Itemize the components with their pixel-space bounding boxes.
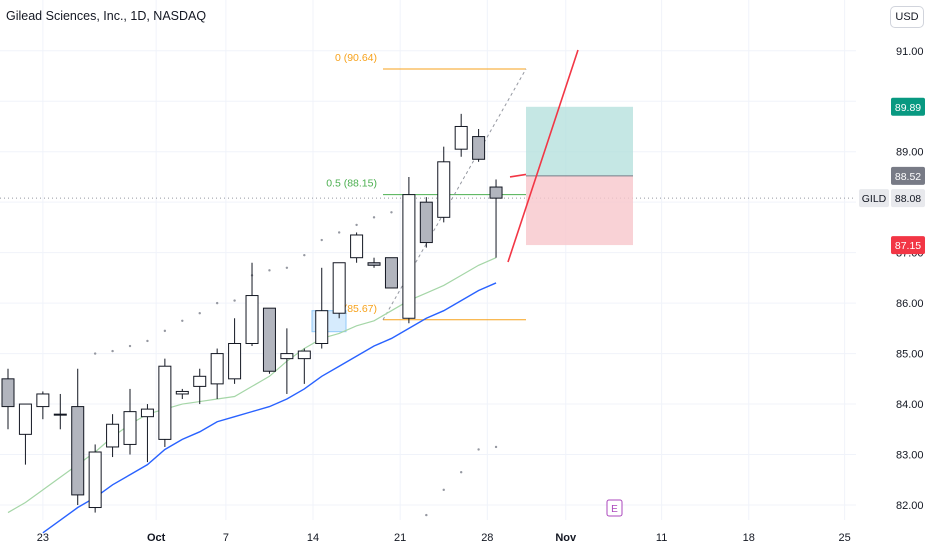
stop-zone bbox=[526, 175, 633, 246]
symbol-tag-label: GILD bbox=[862, 193, 887, 205]
psar-dot bbox=[303, 253, 306, 257]
target-zone bbox=[526, 106, 633, 176]
price-tag-last-label: 88.08 bbox=[895, 193, 921, 205]
candles bbox=[1, 113, 503, 513]
candle-body bbox=[384, 257, 398, 289]
candle-body bbox=[158, 365, 172, 440]
candle-body bbox=[489, 186, 503, 199]
earnings-marker-label: E bbox=[611, 504, 618, 515]
price-tag-target bbox=[891, 97, 925, 116]
price-axis[interactable]: 82.0083.0084.0085.0086.0087.0088.0089.00… bbox=[859, 46, 925, 512]
psar-dot bbox=[372, 216, 376, 219]
psar-dot bbox=[268, 269, 271, 272]
chart-title: Gilead Sciences, Inc., 1D, NASDAQ bbox=[6, 9, 207, 23]
time-tick: Oct bbox=[147, 532, 166, 544]
candle-body bbox=[53, 413, 67, 416]
time-tick: 18 bbox=[743, 532, 755, 544]
psar-dot bbox=[111, 349, 114, 353]
parabolic-sar bbox=[93, 211, 498, 517]
projection-arrow bbox=[507, 49, 579, 263]
candle-body bbox=[297, 350, 311, 360]
candle-body bbox=[106, 423, 120, 448]
psar-dot bbox=[459, 470, 463, 474]
price-tick: 86.00 bbox=[896, 298, 924, 310]
candle-body bbox=[36, 393, 50, 408]
drawings[interactable] bbox=[507, 49, 579, 263]
price-tag-stop bbox=[891, 236, 925, 255]
psar-dot bbox=[442, 488, 445, 492]
ema-slow-line bbox=[42, 282, 497, 534]
candle-body bbox=[88, 451, 102, 509]
psar-dot bbox=[285, 266, 289, 269]
candle-body bbox=[71, 406, 85, 496]
long-position-tool[interactable] bbox=[526, 106, 633, 246]
candle-body bbox=[367, 262, 381, 266]
candle-body bbox=[18, 403, 32, 435]
price-tick: 84.00 bbox=[896, 399, 924, 411]
fib-level-label: 0 (90.64) bbox=[335, 52, 377, 64]
candle-body bbox=[280, 353, 294, 360]
psar-dot bbox=[390, 211, 393, 214]
candle-body bbox=[350, 234, 364, 259]
projection-stub bbox=[509, 173, 527, 178]
psar-dot bbox=[198, 312, 201, 315]
fib-level-label: 0.5 (88.15) bbox=[326, 178, 377, 190]
candle-body bbox=[193, 375, 207, 387]
price-tag-entry bbox=[891, 166, 925, 185]
psar-dot bbox=[93, 352, 97, 355]
candle-body bbox=[140, 408, 154, 418]
time-tick: 11 bbox=[656, 532, 667, 544]
time-axis[interactable]: 23 Oct 7 14 21 28 Nov 11 18 25 E bbox=[37, 499, 851, 544]
psar-dot bbox=[355, 223, 358, 227]
time-tick: 28 bbox=[481, 532, 493, 544]
psar-dot bbox=[215, 301, 219, 305]
currency-button[interactable]: USD bbox=[890, 6, 924, 28]
candle-body bbox=[315, 310, 329, 344]
psar-dot bbox=[494, 445, 498, 449]
price-tick: 91.00 bbox=[896, 46, 924, 58]
time-tick: 23 bbox=[37, 532, 49, 544]
earnings-marker bbox=[606, 499, 623, 517]
psar-dot bbox=[425, 513, 428, 517]
psar-dot bbox=[146, 339, 149, 343]
psar-dot bbox=[181, 319, 184, 322]
psar-dot bbox=[320, 238, 323, 242]
candle-body bbox=[402, 194, 416, 319]
price-tick: 82.00 bbox=[896, 500, 924, 512]
candle-body bbox=[419, 201, 433, 244]
candle-body bbox=[175, 390, 189, 395]
time-tick: Nov bbox=[555, 532, 577, 544]
candle-body bbox=[472, 136, 486, 160]
time-tick: 25 bbox=[839, 532, 851, 544]
candle-body bbox=[1, 378, 15, 408]
price-tag-target-label: 89.89 bbox=[895, 102, 921, 114]
psar-dot bbox=[128, 344, 132, 348]
candle-body bbox=[245, 295, 259, 344]
candle-body bbox=[210, 353, 224, 385]
symbol-tag bbox=[859, 189, 889, 208]
psar-dot bbox=[477, 448, 480, 451]
candle-body bbox=[437, 161, 451, 218]
price-tick: 89.00 bbox=[896, 147, 924, 159]
candle-body bbox=[454, 125, 468, 150]
price-tag-entry-label: 88.52 bbox=[895, 171, 921, 183]
candle-body bbox=[262, 307, 276, 372]
price-tag-stop-label: 87.15 bbox=[895, 240, 921, 252]
candle-body bbox=[123, 411, 137, 445]
price-tag-last bbox=[891, 189, 925, 208]
psar-dot bbox=[233, 299, 236, 302]
candle-body bbox=[332, 262, 346, 314]
price-tick: 83.00 bbox=[896, 450, 924, 462]
price-tick: 85.00 bbox=[896, 349, 924, 361]
time-tick: 14 bbox=[307, 532, 319, 544]
psar-dot bbox=[163, 329, 167, 333]
time-tick: 21 bbox=[394, 532, 406, 544]
grid-lines bbox=[0, 0, 856, 520]
psar-dot bbox=[337, 231, 341, 234]
candle-body bbox=[228, 342, 242, 380]
time-tick: 7 bbox=[223, 532, 229, 544]
